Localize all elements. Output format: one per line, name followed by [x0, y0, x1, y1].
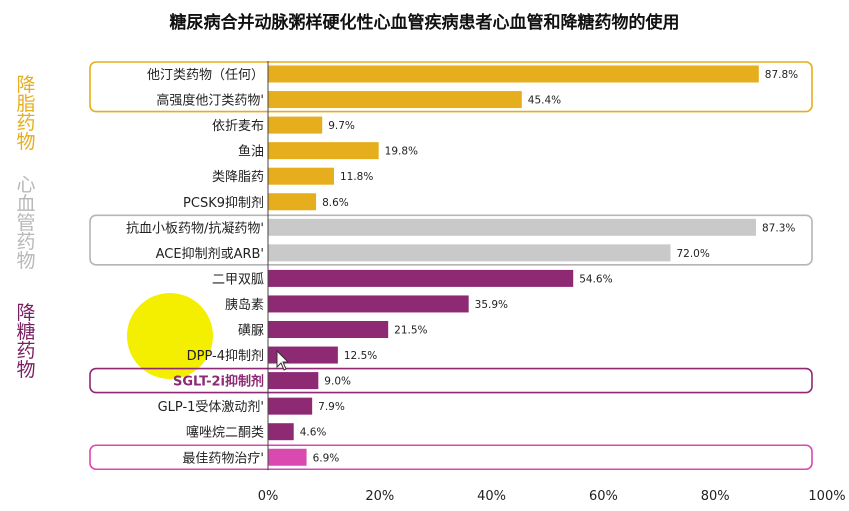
value-label: 6.9% — [313, 452, 340, 464]
chart-title: 糖尿病合并动脉粥样硬化性心血管疾病患者心血管和降糖药物的使用 — [169, 13, 680, 33]
category-label: PCSK9抑制剂 — [183, 196, 264, 211]
bar — [268, 65, 759, 83]
category-label: 依折麦布 — [212, 119, 264, 134]
x-tick-label: 100% — [808, 489, 845, 504]
cardio-group-frame — [89, 214, 813, 266]
category-label: 他汀类药物（任何） — [147, 67, 264, 83]
value-label: 21.5% — [394, 325, 427, 337]
value-label: 4.6% — [300, 427, 327, 439]
value-label: 8.6% — [322, 197, 349, 209]
sglt2-highlight-frame — [89, 367, 813, 394]
category-label: 类降脂药 — [212, 170, 264, 185]
value-label: 87.3% — [762, 222, 795, 234]
x-tick-label: 40% — [477, 489, 506, 504]
value-label: 12.5% — [344, 350, 377, 362]
value-label: 54.6% — [579, 273, 612, 285]
bar — [268, 218, 757, 236]
value-label: 9.0% — [324, 376, 351, 388]
bar — [268, 321, 389, 338]
bar — [268, 244, 671, 262]
x-tick-label: 60% — [589, 489, 618, 504]
x-tick-label: 0% — [258, 489, 279, 504]
optimal-therapy-frame — [89, 444, 813, 471]
category-label: 胰岛素 — [225, 297, 264, 313]
bar — [268, 116, 323, 134]
bar — [268, 193, 317, 211]
category-label: 噻唑烷二酮类 — [186, 425, 264, 441]
value-label: 72.0% — [676, 248, 709, 260]
category-label: 磺脲 — [238, 324, 264, 339]
value-label: 11.8% — [340, 171, 373, 183]
category-label: SGLT-2i抑制剂 — [173, 374, 264, 390]
category-label: 二甲双胍 — [212, 272, 264, 287]
bar — [268, 167, 334, 185]
bar — [268, 423, 294, 441]
bar — [268, 397, 313, 415]
category-label: 高强度他汀类药物' — [156, 93, 264, 109]
value-label: 45.4% — [528, 95, 561, 107]
bar — [268, 142, 379, 160]
category-label: GLP-1受体激动剂' — [158, 400, 264, 415]
category-label: DPP-4抑制剂 — [187, 349, 264, 364]
value-label: 7.9% — [318, 401, 345, 413]
bar — [268, 91, 522, 109]
value-label: 87.8% — [765, 69, 798, 81]
x-tick-label: 80% — [701, 489, 730, 504]
bar — [268, 448, 307, 466]
cursor-highlight-circle — [127, 293, 213, 379]
value-label: 9.7% — [328, 120, 355, 132]
group-label-glucose: 降糖药物 — [16, 302, 36, 381]
value-label: 35.9% — [475, 299, 508, 311]
bar — [268, 372, 319, 390]
group-label-lipid: 降脂药物 — [16, 74, 36, 153]
category-label: 鱼油 — [238, 144, 264, 160]
bar — [268, 269, 574, 287]
group-label-cardio: 心血管药物 — [16, 174, 36, 272]
bar — [268, 295, 469, 313]
value-label: 19.8% — [385, 146, 418, 158]
x-tick-label: 20% — [365, 489, 394, 504]
mouse-cursor-icon — [276, 349, 290, 371]
lipid-group-frame — [89, 61, 813, 113]
category-label: 最佳药物治疗' — [182, 451, 264, 466]
category-label: ACE抑制剂或ARB' — [156, 247, 264, 262]
category-label: 抗血小板药物/抗凝药物' — [126, 220, 264, 236]
